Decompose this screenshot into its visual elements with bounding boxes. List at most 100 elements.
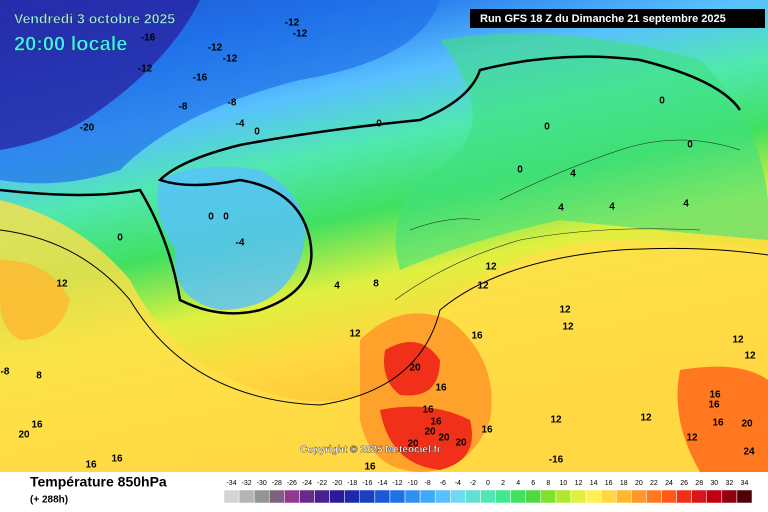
contour-label: 20	[741, 419, 753, 430]
scale-label: -12	[392, 480, 402, 487]
hot-east	[677, 366, 768, 472]
scale-label: -18	[347, 480, 357, 487]
warm-region	[0, 200, 768, 472]
scale-cell	[555, 489, 572, 504]
scale-cell	[691, 489, 707, 504]
scale-cell	[344, 489, 361, 504]
run-box	[470, 9, 765, 28]
scale-label: -32	[242, 480, 252, 487]
contour-label: 0	[687, 140, 693, 151]
scale-cell	[404, 489, 421, 504]
contour-label: 20	[18, 430, 30, 441]
scale-cell	[329, 489, 345, 504]
contour-label: 16	[31, 420, 43, 431]
contour-label: 0	[117, 233, 123, 244]
scale-label: -14	[377, 480, 387, 487]
contour-label: 4	[570, 169, 576, 180]
contour-label: -4	[236, 238, 245, 249]
contour-label: 16	[364, 462, 376, 473]
contour-label: -16	[141, 33, 156, 44]
scale-label: 8	[546, 480, 550, 487]
contour-label: 8	[36, 371, 42, 382]
contour-label: 20	[455, 438, 467, 449]
scale-cell	[661, 489, 677, 504]
cold-core	[0, 0, 200, 150]
scale-label: 10	[560, 480, 568, 487]
isotherm	[0, 229, 768, 406]
contour-label: 12	[559, 305, 571, 316]
contour-label: 0	[517, 165, 523, 176]
scale-cell	[570, 489, 587, 504]
contour-label: -12	[293, 29, 308, 40]
scale-cell	[736, 489, 753, 504]
scale-label: -8	[425, 480, 431, 487]
contour-label: 16	[471, 331, 483, 342]
scale-label: 18	[620, 480, 628, 487]
contour-label: 20	[424, 427, 436, 438]
copyright: Copyright © 2025 Meteociel.fr	[300, 445, 441, 456]
warm-west	[0, 260, 70, 340]
legend-title: Température 850hPa	[30, 474, 167, 490]
contour-label: -16	[549, 455, 564, 466]
scale-label: -34	[226, 480, 236, 487]
contour-label: 16	[111, 454, 123, 465]
hot-core	[380, 406, 472, 470]
scale-label: -28	[272, 480, 282, 487]
contour-label: 16	[435, 383, 447, 394]
contour-label: 4	[683, 199, 689, 210]
scale-cell	[374, 489, 391, 504]
scale-cell	[434, 489, 451, 504]
contour-label: 12	[640, 413, 652, 424]
contour-label: 12	[562, 322, 574, 333]
scale-cell	[238, 489, 255, 504]
contour-label: -4	[236, 119, 245, 130]
scale-cell	[284, 489, 300, 504]
scale-label: -10	[408, 480, 418, 487]
contour-label: 12	[485, 262, 497, 273]
scale-label: 20	[635, 480, 643, 487]
scale-label: -20	[332, 480, 342, 487]
contour-label: 16	[712, 418, 724, 429]
scale-label: 0	[486, 480, 490, 487]
scale-label: 22	[650, 480, 658, 487]
color-scale: -34 -32 -30 -28 -26 -24 -22 -20 -18 -16 -14 -12 -10-…	[223, 480, 753, 504]
scale-label: 30	[710, 480, 718, 487]
scale-label: -24	[302, 480, 312, 487]
scale-label: -16	[362, 480, 372, 487]
contour-label: -20	[80, 123, 95, 134]
scale-cell	[419, 489, 436, 504]
scale-cell	[269, 489, 285, 504]
contour-label: 16	[708, 400, 720, 411]
scale-label: -6	[440, 480, 446, 487]
scale-cell	[314, 489, 330, 504]
scale-cell	[450, 489, 466, 504]
scale-cell	[465, 489, 481, 504]
contour-label: -16	[193, 73, 208, 84]
contour-label: 16	[709, 390, 721, 401]
contour-label: 8	[373, 279, 379, 290]
scale-label: 6	[531, 480, 535, 487]
scale-label: -26	[287, 480, 297, 487]
coastline	[394, 139, 741, 301]
scale-cell	[615, 489, 632, 504]
run-info: Run GFS 18 Z du Dimanche 21 septembre 20…	[480, 13, 726, 25]
map	[0, 0, 768, 472]
contour-label: 4	[334, 281, 340, 292]
contour-label: -12	[223, 54, 238, 65]
contour-label: -12	[138, 64, 153, 75]
contour-label: 12	[744, 351, 756, 362]
contour-label: 20	[409, 363, 421, 374]
contour-label: 16	[85, 460, 97, 471]
contour-label: 4	[558, 203, 564, 214]
scale-label: 2	[501, 480, 505, 487]
scale-cell	[721, 489, 738, 504]
legend-subtitle: (+ 288h)	[30, 495, 68, 506]
scale-label: 12	[575, 480, 583, 487]
cold-pool	[157, 166, 305, 310]
scale-label: 26	[680, 480, 688, 487]
scale-cell	[600, 489, 617, 504]
scale-label: -2	[470, 480, 476, 487]
scale-cell	[253, 489, 270, 504]
scale-cell	[299, 489, 315, 504]
